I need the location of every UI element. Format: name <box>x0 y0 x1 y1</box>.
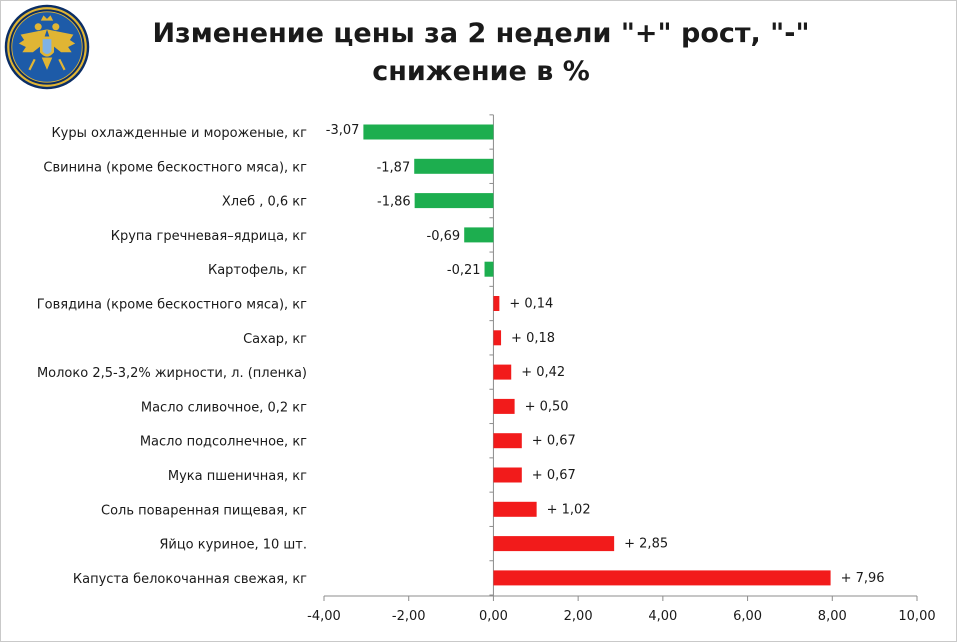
data-label: -1,87 <box>377 160 411 175</box>
bar <box>363 124 494 140</box>
bar <box>493 433 522 449</box>
category-label: Масло сливочное, 0,2 кг <box>141 400 307 415</box>
bar <box>414 193 494 209</box>
bar <box>493 364 512 380</box>
data-label: + 0,67 <box>532 434 576 449</box>
bar <box>493 330 502 346</box>
category-label: Крупа гречневая–ядрица, кг <box>111 229 307 244</box>
bar <box>493 501 537 517</box>
x-tick-label: 6,00 <box>733 609 762 624</box>
category-label: Молоко 2,5-3,2% жирности, л. (пленка) <box>37 366 307 381</box>
data-label: + 0,42 <box>521 365 565 380</box>
x-tick-label: -2,00 <box>392 609 426 624</box>
bar <box>484 261 494 277</box>
category-label: Куры охлажденные и мороженые, кг <box>51 126 307 141</box>
category-label: Хлеб , 0,6 кг <box>222 195 307 210</box>
chart-title: Изменение цены за 2 недели "+" рост, "-"… <box>152 18 810 87</box>
category-label: Сахар, кг <box>243 332 307 347</box>
category-label: Свинина (кроме бескостного мяса), кг <box>43 160 307 175</box>
data-label: + 2,85 <box>624 537 668 552</box>
data-label: + 7,96 <box>841 571 885 586</box>
bar <box>493 570 831 586</box>
data-label: -3,07 <box>326 123 360 138</box>
bar <box>464 227 494 243</box>
data-label: + 0,67 <box>532 468 576 483</box>
data-label: -0,21 <box>447 263 481 278</box>
x-tick-label: 4,00 <box>648 609 677 624</box>
category-label: Капуста белокочанная свежая, кг <box>73 572 307 587</box>
x-tick-label: 10,00 <box>898 609 935 624</box>
category-label: Картофель, кг <box>208 263 307 278</box>
category-label: Яйцо куриное, 10 шт. <box>159 538 307 553</box>
category-label: Соль поваренная пищевая, кг <box>101 503 307 518</box>
x-tick-label: -4,00 <box>307 609 341 624</box>
data-label: + 0,18 <box>511 331 555 346</box>
data-label: + 1,02 <box>547 502 591 517</box>
bar <box>493 536 615 552</box>
data-label: + 0,50 <box>525 399 569 414</box>
category-label: Мука пшеничная, кг <box>168 469 307 484</box>
bar <box>493 296 500 311</box>
x-tick-label: 2,00 <box>564 609 593 624</box>
data-label: -0,69 <box>427 229 461 244</box>
category-label: Говядина (кроме бескостного мяса), кг <box>37 298 307 313</box>
x-tick-label: 8,00 <box>818 609 847 624</box>
data-label: -1,86 <box>377 195 411 210</box>
bar <box>493 398 515 414</box>
bar <box>493 467 522 483</box>
eagle-emblem-icon <box>4 4 90 90</box>
x-tick-label: 0,00 <box>479 609 508 624</box>
bar <box>414 158 494 174</box>
category-label: Масло подсолнечное, кг <box>140 435 307 450</box>
data-label: + 0,14 <box>509 297 553 312</box>
